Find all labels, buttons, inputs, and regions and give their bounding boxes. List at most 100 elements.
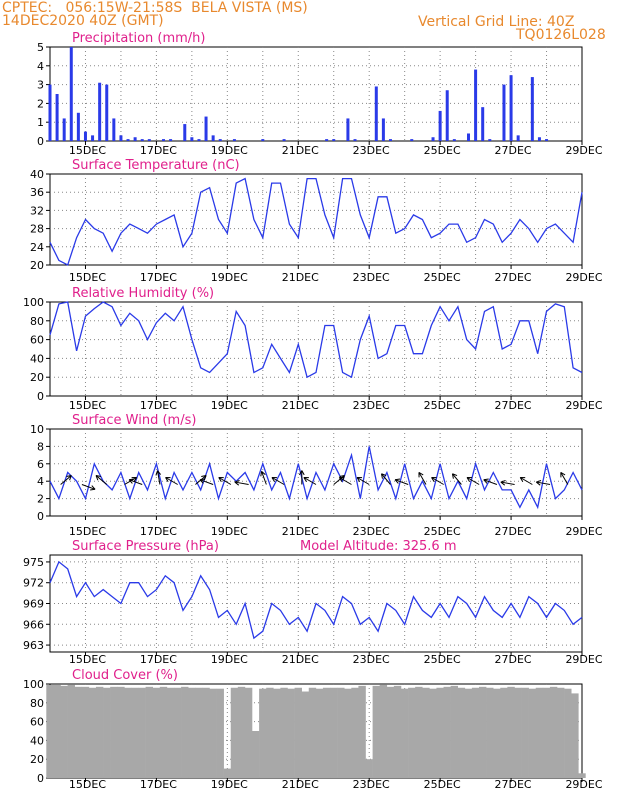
bar (467, 133, 471, 141)
bar (126, 139, 130, 141)
bar (346, 118, 350, 141)
wind-arrow-head (298, 470, 305, 476)
header-date: 14DEC2020 40Z (GMT) (2, 13, 164, 29)
wind-arrow (560, 472, 569, 485)
wind-arrow-head (418, 471, 424, 478)
x-tick-label: 27DEC (495, 778, 532, 791)
y-tick-label: 975 (23, 556, 44, 569)
bar (259, 688, 267, 778)
plot-frame (49, 46, 583, 142)
panel-title: Surface Pressure (hPa) (72, 539, 219, 554)
plot-frame (49, 173, 583, 266)
wind-arrow (95, 475, 108, 485)
series-line (49, 177, 583, 266)
y-tick-label: 60 (30, 716, 44, 729)
wind-arrow-head (303, 477, 309, 483)
y-tick-label: 20 (30, 371, 44, 384)
bar (119, 135, 123, 141)
bar (464, 688, 473, 778)
bar (133, 137, 137, 141)
y-tick-label: 100 (23, 296, 44, 309)
panel-title: Surface Temperature (nC) (72, 158, 240, 173)
bar (55, 94, 59, 141)
bar (195, 687, 203, 778)
wind-arrow (157, 470, 161, 485)
bar (145, 686, 154, 778)
x-tick-label: 21DEC (282, 271, 319, 284)
wind-arrow (356, 477, 370, 485)
wind-arrow-head (519, 477, 526, 483)
wind-arrow-head (466, 477, 473, 483)
bar (112, 118, 116, 141)
x-tick-label: 17DEC (140, 144, 177, 157)
bar (549, 686, 558, 778)
plot-frame (49, 428, 583, 517)
bar (244, 687, 253, 778)
x-tick-label: 21DEC (282, 144, 319, 157)
bar (98, 82, 102, 141)
bar (147, 139, 151, 141)
header-grid-line: Vertical Grid Line: 40Z (418, 14, 575, 30)
bar (173, 687, 182, 778)
x-tick-label: 19DEC (211, 653, 248, 666)
bar (514, 687, 522, 778)
bar (542, 687, 551, 778)
wind-arrow-head (199, 478, 206, 484)
bar (374, 86, 378, 141)
y-tick-label: 0 (37, 772, 44, 785)
y-tick-label: 40 (30, 734, 44, 747)
bar (204, 116, 208, 141)
bar (557, 687, 565, 778)
wind-arrow (519, 477, 533, 485)
x-tick-label: 15DEC (69, 653, 106, 666)
wind-arrow-head (260, 470, 266, 477)
bar (571, 693, 579, 778)
x-tick-label: 21DEC (282, 525, 319, 538)
x-tick-label: 21DEC (282, 653, 319, 666)
panel-3: 0 20 40 60 80 100 15DEC 17DEC 19DEC 21DEC 23DEC 25D… (23, 286, 603, 412)
bar (74, 686, 83, 778)
x-tick-label: 27DEC (495, 399, 532, 412)
bar (322, 687, 331, 778)
wind-arrow-head (338, 477, 345, 483)
bar (301, 691, 310, 778)
bar (445, 90, 449, 141)
x-tick-label: 21DEC (282, 399, 319, 412)
wind-arrow-head (394, 478, 401, 484)
wind-arrow-head (155, 470, 162, 476)
x-tick-label: 25DEC (424, 653, 461, 666)
wind-arrow (234, 481, 249, 485)
bar (110, 686, 118, 778)
bar (337, 687, 345, 778)
x-tick-label: 25DEC (424, 525, 461, 538)
wind-arrow (165, 477, 178, 485)
x-tick-label: 25DEC (424, 399, 461, 412)
bar (372, 685, 380, 778)
y-tick-label: 1 (37, 116, 44, 129)
panel-2: 20 24 28 32 36 40 15DEC 17DEC 19DEC 21DEC 23DEC 25D… (30, 158, 603, 284)
x-tick-label: 29DEC (565, 525, 602, 538)
bar (261, 139, 265, 141)
y-tick-label: 20 (30, 753, 44, 766)
bar (330, 687, 338, 778)
bar (521, 687, 529, 778)
bar (60, 685, 68, 778)
series-line (49, 446, 583, 510)
x-tick-label: 29DEC (565, 653, 602, 666)
wind-arrow (339, 477, 352, 485)
x-tick-label: 29DEC (565, 778, 602, 791)
x-tick-label: 15DEC (69, 778, 106, 791)
wind-arrow (381, 473, 391, 485)
x-tick-label: 23DEC (353, 525, 390, 538)
y-tick-label: 6 (37, 458, 44, 471)
bar (486, 687, 494, 778)
series-line (49, 301, 583, 379)
bar (140, 139, 144, 141)
y-tick-label: 36 (30, 186, 44, 199)
y-tick-label: 5 (37, 41, 44, 54)
bar (91, 135, 95, 141)
bar (230, 687, 239, 778)
x-tick-label: 19DEC (211, 144, 248, 157)
bar (450, 685, 459, 778)
